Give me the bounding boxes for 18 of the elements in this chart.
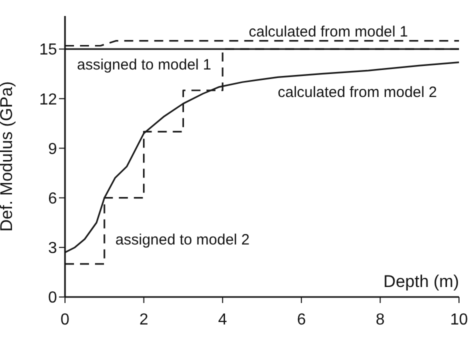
series-label: assigned to model 2: [115, 231, 250, 248]
series-label: calculated from model 2: [278, 84, 437, 101]
y-tick-label: 9: [48, 140, 58, 158]
x-tick-label: 4: [218, 311, 228, 328]
x-axis-title: Depth (m): [383, 272, 459, 291]
x-tick-label: 6: [296, 311, 306, 328]
y-tick-label: 3: [48, 240, 58, 258]
x-tick-label: 10: [450, 311, 468, 328]
x-tick-label: 0: [60, 311, 70, 328]
y-tick-label: 12: [39, 91, 58, 108]
y-tick-label: 6: [48, 190, 58, 208]
legend-label: assigned to model 1: [77, 56, 212, 74]
y-tick-label: 0: [48, 290, 58, 307]
x-tick-label: 8: [376, 311, 385, 328]
y-tick-label: 15: [39, 42, 58, 59]
x-tick-label: 2: [139, 311, 148, 328]
y-axis-title: Def. Modulus (GPa): [0, 81, 16, 232]
series-label: calculated from model 1: [248, 23, 408, 40]
